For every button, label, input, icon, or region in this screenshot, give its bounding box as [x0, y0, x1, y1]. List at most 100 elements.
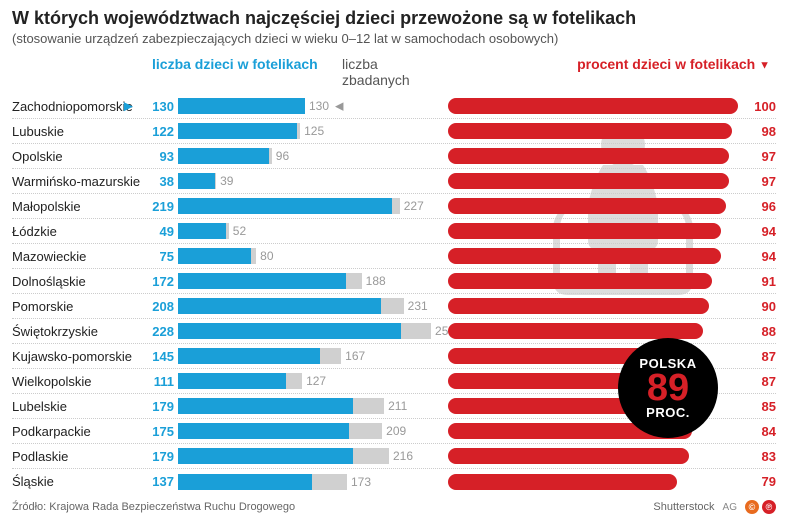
bar-track: 173 [178, 474, 432, 490]
badge-value: 89 [647, 371, 689, 405]
bar-track: 231 [178, 298, 432, 314]
percent-column: 87 [432, 344, 776, 368]
percent-column: 83 [432, 444, 776, 468]
in-seats-value: 179 [144, 399, 174, 414]
data-row: Małopolskie21922796 [12, 194, 776, 219]
region-name: Lubelskie [12, 399, 144, 414]
bar-column: 9396 [144, 144, 432, 168]
in-seats-value: 179 [144, 449, 174, 464]
badge-c: © [745, 500, 759, 514]
percent-value: 97 [744, 174, 776, 189]
examined-value: 125 [304, 124, 324, 138]
bar-track: 39 [178, 173, 432, 189]
bar-column: 179 211 [144, 394, 432, 418]
in-seats-bar [178, 474, 312, 490]
percent-column: 79 [432, 469, 776, 494]
percent-column: 88 [432, 319, 776, 343]
percent-value: 97 [744, 149, 776, 164]
percent-bar [448, 448, 689, 464]
percent-track [448, 248, 738, 264]
percent-track [448, 273, 738, 289]
chart-title: W których województwach najczęściej dzie… [12, 8, 776, 29]
percent-track [448, 123, 738, 139]
percent-column: 98 [432, 119, 776, 143]
bar-column: 179 216 [144, 444, 432, 468]
data-row: Pomorskie208 231 90 [12, 294, 776, 319]
percent-value: 94 [744, 224, 776, 239]
author-initials: AG [723, 502, 737, 513]
percent-track [448, 198, 738, 214]
in-seats-bar [178, 123, 297, 139]
bar-column: 208 231 [144, 294, 432, 318]
percent-column: 97 [432, 169, 776, 193]
examined-value: 96 [276, 149, 289, 163]
in-seats-bar [178, 373, 286, 389]
in-seats-value: 145 [144, 349, 174, 364]
in-seats-value: 111 [144, 374, 174, 389]
bar-track: 259 [178, 323, 432, 339]
examined-value: 216 [393, 449, 413, 463]
percent-bar [448, 198, 726, 214]
percent-bar [448, 98, 738, 114]
in-seats-bar [178, 273, 346, 289]
in-seats-bar [178, 98, 305, 114]
bar-column: 75 80 [144, 244, 432, 268]
examined-value: 167 [345, 349, 365, 363]
in-seats-bar [178, 148, 269, 164]
in-seats-value: 137 [144, 474, 174, 489]
bar-track: 52 [178, 223, 432, 239]
data-row: Lubuskie12212598 [12, 119, 776, 144]
in-seats-bar [178, 448, 353, 464]
in-seats-value: 75 [144, 249, 174, 264]
percent-bar [448, 123, 732, 139]
region-name: Śląskie [12, 474, 144, 489]
percent-value: 85 [744, 399, 776, 414]
percent-value: 79 [744, 474, 776, 489]
percent-track [448, 173, 738, 189]
percent-track [448, 298, 738, 314]
percent-bar [448, 298, 709, 314]
percent-track [448, 148, 738, 164]
examined-value: 52 [233, 224, 246, 238]
percent-bar [448, 223, 721, 239]
region-name: Łódzkie [12, 224, 144, 239]
percent-track [448, 474, 738, 490]
percent-column: 87 [432, 369, 776, 393]
bar-column: 111127 [144, 369, 432, 393]
percent-value: 94 [744, 249, 776, 264]
in-seats-bar [178, 173, 215, 189]
percent-column: 94 [432, 244, 776, 268]
region-name: Pomorskie [12, 299, 144, 314]
bar-column: 130▶130◀ [144, 94, 432, 118]
percent-value: 98 [744, 124, 776, 139]
bar-track: 80 [178, 248, 432, 264]
region-name: Mazowieckie [12, 249, 144, 264]
percent-value: 83 [744, 449, 776, 464]
in-seats-bar [178, 298, 381, 314]
percent-value: 87 [744, 349, 776, 364]
percent-bar [448, 323, 703, 339]
percent-value: 90 [744, 299, 776, 314]
region-name: Małopolskie [12, 199, 144, 214]
pointer-left-icon: ▶ [124, 100, 132, 113]
percent-column: 97 [432, 144, 776, 168]
percent-value: 100 [744, 99, 776, 114]
percent-value: 88 [744, 324, 776, 339]
examined-value: 211 [388, 399, 407, 413]
bar-track: 209 [178, 423, 432, 439]
in-seats-bar [178, 198, 392, 214]
in-seats-value: 38 [144, 174, 174, 189]
region-name: Warmińsko-mazurskie [12, 174, 144, 189]
region-name: Podkarpackie [12, 424, 144, 439]
bar-track: 227 [178, 198, 432, 214]
in-seats-value: 228 [144, 324, 174, 339]
percent-column: 94 [432, 219, 776, 243]
examined-value: 173 [351, 475, 371, 489]
data-row: Opolskie939697 [12, 144, 776, 169]
region-name: Kujawsko-pomorskie [12, 349, 144, 364]
bar-track: 125 [178, 123, 432, 139]
percent-column: 100 [432, 94, 776, 118]
in-seats-value: 208 [144, 299, 174, 314]
examined-value: 188 [366, 274, 386, 288]
percent-track [448, 223, 738, 239]
